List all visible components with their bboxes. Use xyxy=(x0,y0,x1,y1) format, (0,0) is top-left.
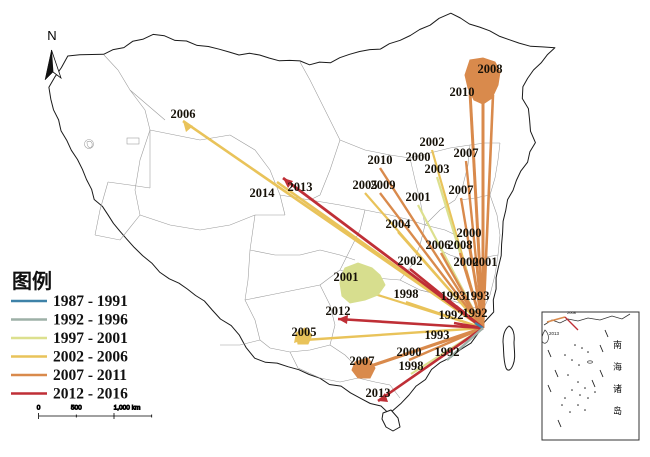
svg-text:岛: 岛 xyxy=(612,405,622,416)
svg-text:1992: 1992 xyxy=(439,308,464,322)
svg-text:2010: 2010 xyxy=(368,153,393,167)
svg-text:海: 海 xyxy=(612,361,622,372)
svg-text:2000: 2000 xyxy=(397,345,422,359)
svg-text:图例: 图例 xyxy=(12,269,52,293)
svg-text:1992: 1992 xyxy=(435,345,460,359)
svg-text:1987 - 1991: 1987 - 1991 xyxy=(53,293,128,310)
svg-text:2012 - 2016: 2012 - 2016 xyxy=(53,386,128,403)
svg-text:2002: 2002 xyxy=(398,254,423,268)
svg-text:2001: 2001 xyxy=(473,255,498,269)
svg-text:2007: 2007 xyxy=(350,354,375,368)
svg-text:2002: 2002 xyxy=(420,135,445,149)
svg-text:2001: 2001 xyxy=(406,190,431,204)
svg-text:2010: 2010 xyxy=(450,85,475,99)
svg-text:2005: 2005 xyxy=(292,325,317,339)
svg-text:2008: 2008 xyxy=(478,62,503,76)
svg-text:0: 0 xyxy=(37,405,41,412)
svg-text:1993: 1993 xyxy=(441,289,466,303)
svg-text:2013: 2013 xyxy=(288,180,313,194)
svg-text:2013: 2013 xyxy=(366,386,391,400)
svg-text:N: N xyxy=(47,28,56,43)
svg-text:南: 南 xyxy=(612,339,622,349)
svg-text:1,000 km: 1,000 km xyxy=(114,405,141,412)
svg-text:2006: 2006 xyxy=(171,107,196,121)
svg-text:2007: 2007 xyxy=(454,146,479,160)
svg-text:2014: 2014 xyxy=(250,186,276,200)
svg-text:1997 - 2001: 1997 - 2001 xyxy=(53,330,128,347)
svg-text:1998: 1998 xyxy=(394,287,419,301)
svg-text:2002 - 2006: 2002 - 2006 xyxy=(53,349,128,366)
svg-text:2007 - 2011: 2007 - 2011 xyxy=(53,367,127,384)
svg-text:1993: 1993 xyxy=(425,328,450,342)
svg-text:500: 500 xyxy=(71,405,82,412)
svg-text:2008: 2008 xyxy=(567,310,577,315)
svg-text:2009: 2009 xyxy=(371,178,396,192)
svg-text:1992 - 1996: 1992 - 1996 xyxy=(53,312,128,329)
svg-text:1992: 1992 xyxy=(463,306,488,320)
svg-text:1993: 1993 xyxy=(465,289,490,303)
svg-text:2013: 2013 xyxy=(549,331,560,336)
svg-text:2008: 2008 xyxy=(448,238,473,252)
svg-text:1998: 1998 xyxy=(399,359,424,373)
svg-text:2001: 2001 xyxy=(334,270,359,284)
svg-text:2004: 2004 xyxy=(386,217,412,231)
svg-text:诸: 诸 xyxy=(612,384,622,394)
svg-text:2012: 2012 xyxy=(326,304,351,318)
svg-text:2003: 2003 xyxy=(425,162,450,176)
svg-text:2007: 2007 xyxy=(449,183,474,197)
